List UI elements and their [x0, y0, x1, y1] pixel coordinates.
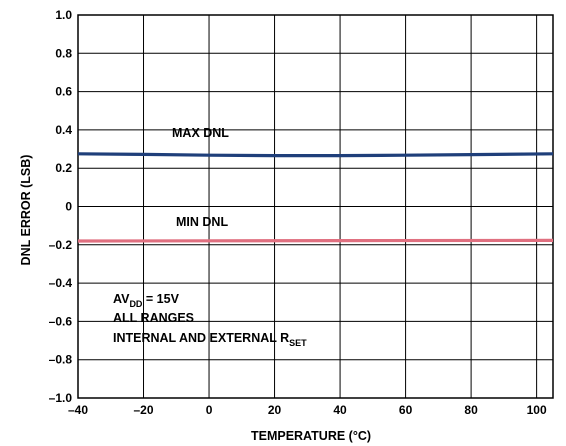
- x-axis-title: TEMPERATURE (°C): [251, 429, 371, 443]
- y-tick-label: 0.2: [55, 161, 72, 175]
- y-tick-labels: 1.0 0.8 0.6 0.4 0.2 0 –0.2 –0.4 –0.6 –0.8 –1.0: [49, 8, 73, 405]
- condition-rset: INTERNAL AND EXTERNAL RSET: [113, 331, 307, 348]
- x-tick-label: 20: [268, 403, 282, 417]
- condition-rset-sub: SET: [289, 338, 307, 348]
- y-tick-label: –0.8: [49, 353, 73, 367]
- y-tick-label: –0.6: [49, 314, 73, 328]
- y-tick-label: –0.4: [49, 276, 73, 290]
- grid-lines: [77, 14, 553, 399]
- x-tick-label: 60: [399, 403, 413, 417]
- x-tick-labels: –40 –20 0 20 40 60 80 100: [68, 403, 547, 417]
- x-tick-label: 40: [333, 403, 347, 417]
- x-tick-label: –20: [134, 403, 154, 417]
- y-tick-label: 0: [65, 200, 72, 214]
- y-axis-title: DNL ERROR (LSB): [19, 155, 33, 266]
- x-tick-label: 0: [206, 403, 213, 417]
- x-tick-label: –40: [68, 403, 88, 417]
- y-tick-label: 0.4: [55, 123, 72, 137]
- y-tick-label: 0.8: [55, 46, 72, 60]
- y-tick-label: –1.0: [49, 391, 73, 405]
- condition-supply-tail: = 15V: [142, 292, 179, 306]
- condition-rset-main: INTERNAL AND EXTERNAL R: [113, 331, 289, 345]
- y-tick-label: 0.6: [55, 85, 72, 99]
- y-tick-label: 1.0: [55, 8, 72, 22]
- x-tick-label: 100: [527, 403, 547, 417]
- condition-supply-sub: DD: [129, 299, 142, 309]
- series-lines: [77, 152, 554, 243]
- series-line-max-dnl: [77, 152, 554, 158]
- y-tick-label: –0.2: [49, 238, 73, 252]
- condition-ranges: ALL RANGES: [113, 311, 194, 325]
- series-label-min-dnl: MIN DNL: [176, 215, 228, 229]
- plot-frame: [77, 14, 554, 399]
- condition-supply: AVDD = 15V: [113, 292, 180, 309]
- condition-supply-main: AV: [113, 292, 130, 306]
- x-tick-label: 80: [464, 403, 478, 417]
- series-line-min-dnl: [77, 238, 554, 243]
- series-label-max-dnl: MAX DNL: [172, 126, 229, 140]
